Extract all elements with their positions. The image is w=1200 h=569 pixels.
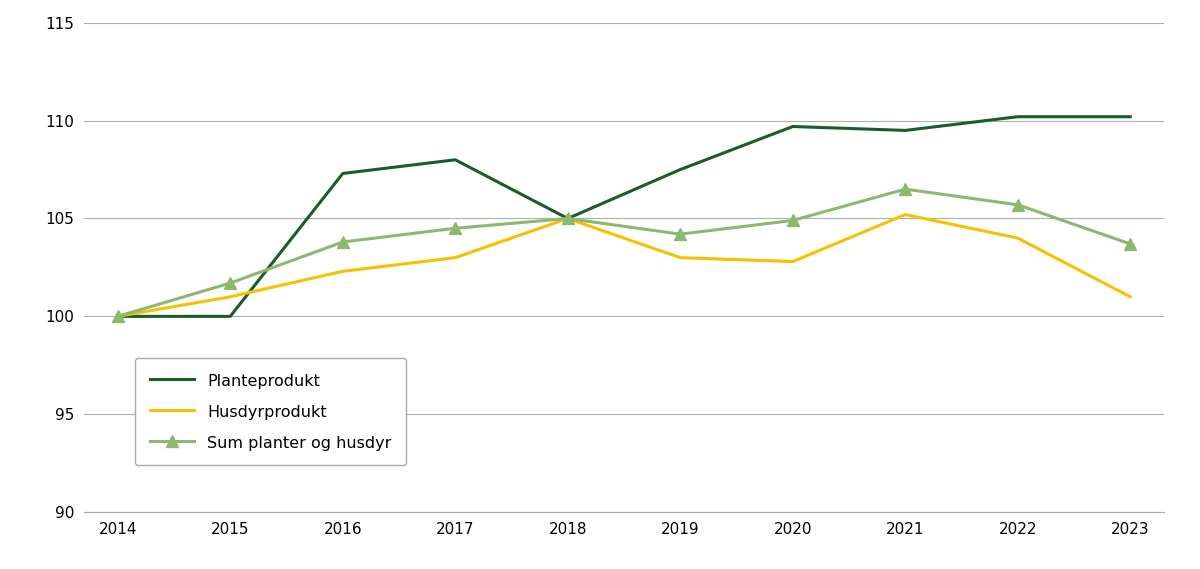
- Husdyrprodukt: [110, 313, 125, 320]
- Sum planter og husdyr: [786, 217, 800, 224]
- Husdyrprodukt: [560, 215, 575, 222]
- Sum planter og husdyr: [560, 215, 575, 222]
- Sum planter og husdyr: [336, 238, 350, 245]
- Planteprodukt: [1010, 113, 1025, 120]
- Planteprodukt: [560, 215, 575, 222]
- Sum planter og husdyr: [448, 225, 462, 232]
- Legend: Planteprodukt, Husdyrprodukt, Sum planter og husdyr: Planteprodukt, Husdyrprodukt, Sum plante…: [136, 358, 406, 465]
- Sum planter og husdyr: [1123, 241, 1138, 248]
- Planteprodukt: [110, 313, 125, 320]
- Planteprodukt: [898, 127, 912, 134]
- Planteprodukt: [223, 313, 238, 320]
- Planteprodukt: [786, 123, 800, 130]
- Line: Planteprodukt: Planteprodukt: [118, 117, 1130, 316]
- Husdyrprodukt: [673, 254, 688, 261]
- Planteprodukt: [673, 166, 688, 173]
- Husdyrprodukt: [448, 254, 462, 261]
- Sum planter og husdyr: [1010, 201, 1025, 208]
- Line: Sum planter og husdyr: Sum planter og husdyr: [112, 184, 1136, 322]
- Sum planter og husdyr: [223, 280, 238, 287]
- Husdyrprodukt: [223, 294, 238, 300]
- Husdyrprodukt: [898, 211, 912, 218]
- Husdyrprodukt: [336, 268, 350, 275]
- Planteprodukt: [448, 156, 462, 163]
- Line: Husdyrprodukt: Husdyrprodukt: [118, 215, 1130, 316]
- Husdyrprodukt: [1123, 294, 1138, 300]
- Planteprodukt: [1123, 113, 1138, 120]
- Husdyrprodukt: [1010, 234, 1025, 241]
- Husdyrprodukt: [786, 258, 800, 265]
- Planteprodukt: [336, 170, 350, 177]
- Sum planter og husdyr: [110, 313, 125, 320]
- Sum planter og husdyr: [673, 231, 688, 238]
- Sum planter og husdyr: [898, 185, 912, 192]
